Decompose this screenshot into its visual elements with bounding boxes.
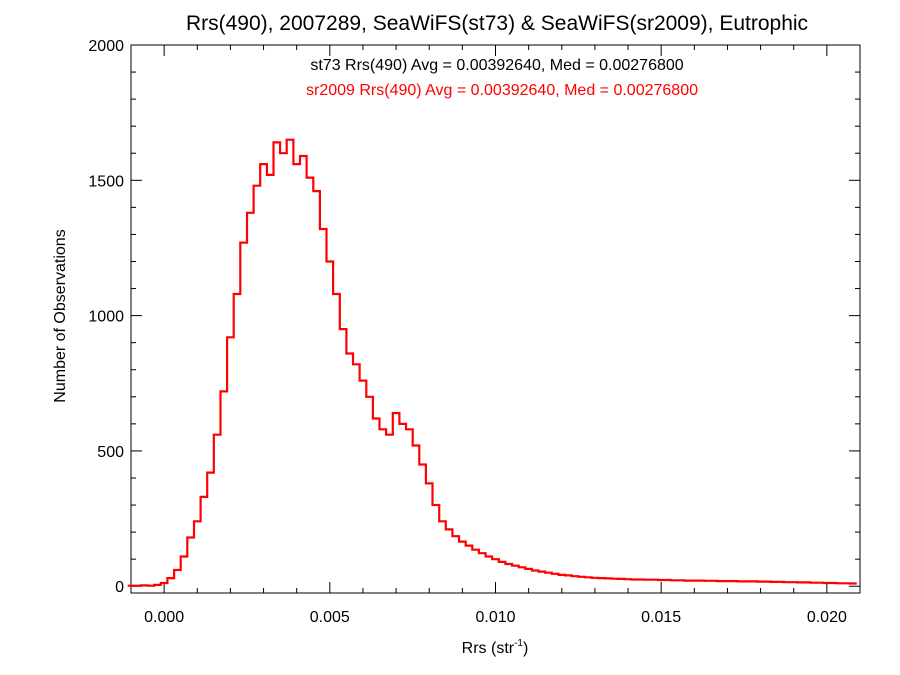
axis-tick-labels: 0.000 0.005 0.010 0.015 0.020 0 500 1000 1500 200… [88,38,847,626]
x-axis-label: Rrs (str-1) [462,638,529,657]
axis-ticks [130,44,861,593]
histogram-series-line [127,138,857,587]
x-axis-label-superscript: -1 [514,638,523,649]
annotation-sr2009-stats: sr2009 Rrs(490) Avg = 0.00392640, Med = … [306,82,698,99]
x-axis-label-close: ) [523,640,528,657]
y-tick-label: 0 [115,579,124,596]
y-axis-label: Number of Observations [52,229,69,402]
x-axis-label-main: Rrs (str [462,640,515,657]
plot-frame [130,44,861,594]
x-tick-label: 0.015 [641,609,681,626]
y-tick-label: 1000 [88,309,124,326]
x-tick-label: 0.020 [807,609,847,626]
x-tick-label: 0.010 [475,609,515,626]
y-tick-label: 1500 [88,173,124,190]
x-tick-label: 0.000 [144,609,184,626]
y-tick-label: 500 [97,444,124,461]
y-tick-label: 2000 [88,38,124,55]
annotation-st73-stats: st73 Rrs(490) Avg = 0.00392640, Med = 0.… [310,57,683,74]
chart-title: Rrs(490), 2007289, SeaWiFS(st73) & SeaWi… [186,12,808,35]
x-tick-label: 0.005 [310,609,350,626]
